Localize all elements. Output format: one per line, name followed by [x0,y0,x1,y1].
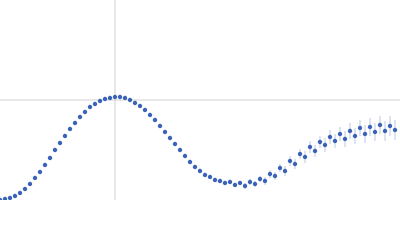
data-point [147,112,153,118]
data-point [122,95,128,101]
data-point [17,190,23,196]
data-point [247,179,253,185]
data-point [177,147,183,153]
data-point [192,164,198,170]
data-point [47,155,53,161]
data-point [132,100,138,106]
data-point [307,144,313,150]
data-point [312,148,318,154]
data-point [167,135,173,141]
data-point [212,177,218,183]
data-point [227,179,233,185]
data-point [252,181,258,187]
data-point [37,169,43,175]
data-point [267,171,273,177]
data-point [92,101,98,107]
data-point [297,151,303,157]
data-point [257,176,263,182]
data-point [157,123,163,129]
data-point [62,133,68,139]
data-point [187,159,193,165]
data-point [367,124,373,130]
data-point [182,153,188,159]
data-point [352,133,358,139]
data-point [137,103,143,109]
data-point [32,175,38,181]
data-point [357,125,363,131]
data-point [387,123,393,129]
data-point [97,98,103,104]
data-point [162,129,168,135]
data-point [172,141,178,147]
data-point [152,117,158,123]
data-point [7,195,13,200]
data-point [22,186,28,192]
data-point [117,94,123,100]
data-point [332,138,338,144]
data-point [287,158,293,164]
data-point [197,168,203,174]
data-point [392,127,398,133]
data-point [302,154,308,160]
data-point [382,128,388,134]
data-point [52,147,58,153]
data-point [87,104,93,110]
data-point [342,136,348,142]
data-point [102,96,108,102]
data-point [347,128,353,134]
data-point [272,173,278,179]
data-point [127,97,133,103]
data-point [222,180,228,186]
data-point [82,109,88,115]
data-point [2,196,8,200]
data-point [77,114,83,120]
chart [0,0,400,200]
data-point [67,126,73,132]
data-point [322,142,328,148]
data-point [27,181,33,187]
data-point [337,131,343,137]
data-point [142,107,148,113]
data-point [377,122,383,128]
data-point [72,120,78,126]
data-point [327,134,333,140]
data-point [0,197,3,200]
data-point [217,178,223,184]
data-point [282,168,288,174]
page: (() => { const data = JSON.parse(documen… [0,0,400,200]
data-point [362,131,368,137]
data-point [232,182,238,188]
data-point [237,180,243,186]
data-point [262,178,268,184]
data-point [12,193,18,199]
data-point [242,183,248,189]
data-point [292,161,298,167]
data-point [112,94,118,100]
data-point [317,139,323,145]
data-point [202,172,208,178]
data-point [107,95,113,101]
data-point [277,165,283,171]
data-point [372,129,378,135]
data-point [57,140,63,146]
data-point [42,162,48,168]
data-point [207,174,213,180]
